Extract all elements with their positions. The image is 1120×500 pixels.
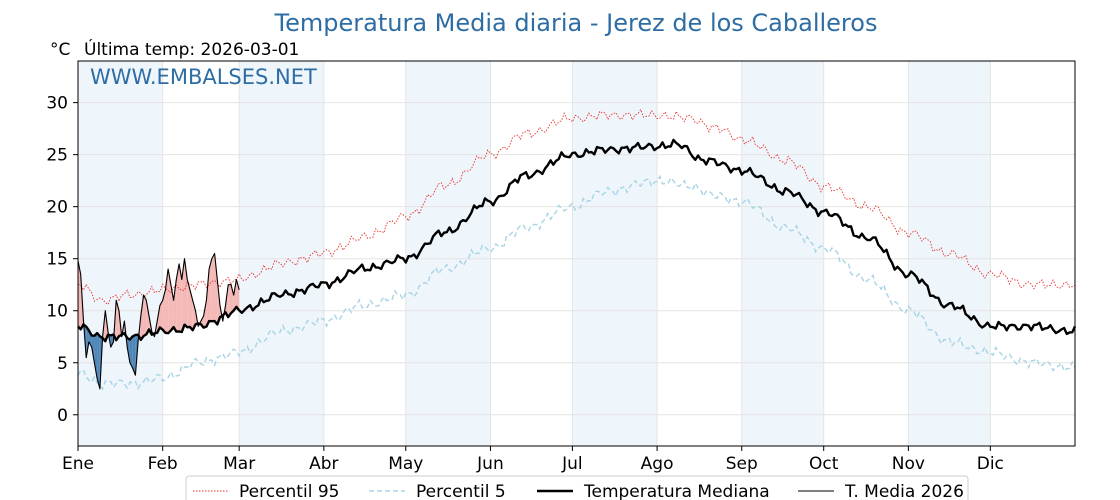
x-tick-label-jun: Jun <box>476 454 504 474</box>
unit-label: °C <box>50 40 70 60</box>
y-tick-label-25: 25 <box>46 146 68 166</box>
axis-ticks: 0 5 10 15 20 25 30 Ene Feb Mar Abr May Jun Jul Ago Sep O… <box>46 94 1004 474</box>
warm-anomaly-fill <box>159 300 163 330</box>
x-tick-label-jul: Jul <box>561 454 583 474</box>
warm-anomaly-fill <box>206 269 210 327</box>
x-tick-label-feb: Feb <box>148 454 178 474</box>
month-band-jul <box>572 61 658 446</box>
legend-label-p5: Percentil 5 <box>416 482 506 500</box>
warm-anomaly-fill <box>192 300 196 331</box>
month-band-nov <box>908 61 991 446</box>
legend-box <box>185 475 969 500</box>
x-tick-label-dic: Dic <box>977 454 1004 474</box>
warm-anomaly-fill <box>116 300 119 341</box>
y-tick-label-30: 30 <box>46 94 68 114</box>
warm-anomaly-fill <box>168 269 171 334</box>
warm-anomaly-fill <box>233 279 237 311</box>
warm-anomaly-fill <box>143 295 147 336</box>
cold-anomaly-fill <box>94 333 98 379</box>
warm-anomaly-fill <box>146 300 150 335</box>
warm-anomaly-fill <box>187 279 190 328</box>
series-line-percentil-5 <box>77 174 1076 391</box>
legend-label-median: Temperatura Mediana <box>583 482 770 500</box>
plot-frame <box>77 60 1076 447</box>
month-band-ene <box>78 61 163 446</box>
warm-anomaly-fill <box>189 289 193 331</box>
watermark: WWW.EMBALSES.NET <box>90 65 317 89</box>
x-tick-label-mar: Mar <box>223 454 255 474</box>
warm-anomaly-fill <box>78 260 81 330</box>
warm-anomaly-fill <box>214 253 218 325</box>
series-line-percentil-95 <box>77 108 1076 306</box>
cold-anomaly-fill <box>86 326 89 358</box>
x-tick-label-oct: Oct <box>809 454 839 474</box>
cold-anomaly-fill <box>132 334 136 376</box>
month-band-mar <box>239 61 324 446</box>
cold-anomaly-fill <box>129 336 133 368</box>
legend-label-2026: T. Media 2026 <box>844 482 964 500</box>
warm-anomaly-fill <box>179 263 182 333</box>
series-line-media-2026 <box>77 252 240 390</box>
legend: Percentil 95 Percentil 5 Temperatura Med… <box>185 475 969 500</box>
y-tick-label-10: 10 <box>46 302 68 322</box>
x-tick-label-ene: Ene <box>62 454 94 474</box>
month-bands <box>78 61 991 446</box>
x-tick-label-nov: Nov <box>892 454 925 474</box>
warm-anomaly-fill <box>211 253 215 322</box>
warm-anomaly-fill <box>230 284 234 314</box>
last-temp-label: Última temp: 2026-03-01 <box>84 38 299 60</box>
series-lines <box>77 108 1077 391</box>
y-tick-label-5: 5 <box>57 354 68 374</box>
x-tick-label-ago: Ago <box>641 454 674 474</box>
warm-anomaly-fill <box>228 284 231 318</box>
series-line-mediana <box>77 138 1077 343</box>
month-band-sep <box>741 61 824 446</box>
x-tick-label-abr: Abr <box>309 454 338 474</box>
cold-anomaly-fill <box>97 333 100 389</box>
y-tick-label-0: 0 <box>57 406 68 426</box>
x-tick-label-sep: Sep <box>726 454 758 474</box>
warm-anomaly-fill <box>162 289 166 333</box>
warm-anomaly-fill <box>176 263 180 332</box>
x-tick-label-may: May <box>388 454 423 474</box>
y-tick-label-15: 15 <box>46 250 68 270</box>
cold-anomaly-fill <box>110 334 114 348</box>
chart-title: Temperatura Media diaria - Jerez de los … <box>274 9 878 37</box>
legend-label-p95: Percentil 95 <box>239 482 339 500</box>
warm-anomaly-fill <box>173 279 177 332</box>
warm-anomaly-fill <box>236 279 240 311</box>
warm-anomaly-fill <box>209 258 212 322</box>
warm-anomaly-fill <box>140 295 144 340</box>
warm-anomaly-fill <box>170 284 174 331</box>
y-tick-label-20: 20 <box>46 198 68 218</box>
